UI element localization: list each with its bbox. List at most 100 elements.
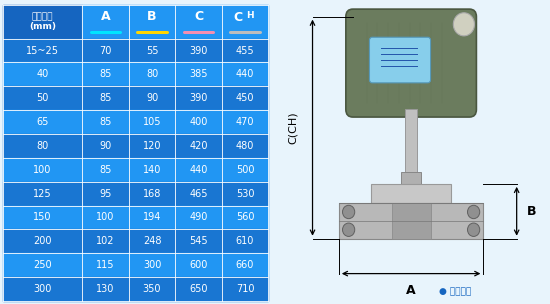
Circle shape	[468, 205, 480, 219]
Bar	[402, 172, 421, 184]
Text: 85: 85	[100, 117, 112, 127]
Text: 500: 500	[236, 165, 254, 175]
Text: 248: 248	[143, 236, 161, 246]
Text: 85: 85	[100, 165, 112, 175]
Text: 440: 440	[189, 165, 208, 175]
Text: 385: 385	[189, 69, 208, 79]
Text: 90: 90	[146, 93, 158, 103]
Bar	[3, 277, 82, 301]
Bar	[129, 86, 175, 110]
Bar	[175, 182, 222, 206]
Text: B: B	[147, 10, 157, 23]
Text: 194: 194	[143, 212, 161, 223]
Text: 440: 440	[236, 69, 254, 79]
Bar	[175, 230, 222, 253]
Text: 450: 450	[236, 93, 254, 103]
Bar	[82, 86, 129, 110]
Bar	[222, 277, 268, 301]
FancyBboxPatch shape	[370, 37, 431, 83]
Bar	[175, 63, 222, 86]
Bar	[129, 253, 175, 277]
Text: 480: 480	[236, 141, 254, 151]
Text: 120: 120	[143, 141, 161, 151]
Bar	[3, 206, 82, 230]
Text: 115: 115	[96, 260, 115, 270]
Bar	[222, 86, 268, 110]
Bar	[222, 253, 268, 277]
Text: H: H	[246, 11, 254, 20]
Bar	[222, 134, 268, 158]
Text: 545: 545	[189, 236, 208, 246]
Circle shape	[468, 223, 480, 237]
Text: 390: 390	[189, 46, 208, 56]
Text: 85: 85	[100, 69, 112, 79]
Text: 95: 95	[100, 189, 112, 199]
Text: 80: 80	[36, 141, 48, 151]
Bar	[129, 39, 175, 63]
Bar	[82, 158, 129, 182]
Bar	[405, 109, 417, 172]
Bar	[129, 158, 175, 182]
Text: A: A	[406, 284, 416, 297]
Text: 15~25: 15~25	[26, 46, 59, 56]
Bar	[129, 134, 175, 158]
Text: 168: 168	[143, 189, 161, 199]
Bar	[82, 253, 129, 277]
Text: 仪表口径
(mm): 仪表口径 (mm)	[29, 12, 56, 31]
Bar	[175, 39, 222, 63]
Bar	[82, 134, 129, 158]
Bar	[3, 39, 82, 63]
Text: 455: 455	[235, 46, 254, 56]
Bar	[129, 5, 175, 39]
Text: 55: 55	[146, 46, 158, 56]
Text: 465: 465	[189, 189, 208, 199]
Bar	[3, 182, 82, 206]
Bar	[175, 86, 222, 110]
Bar	[129, 277, 175, 301]
Text: C: C	[234, 11, 243, 24]
Text: 350: 350	[143, 284, 161, 294]
Bar	[129, 63, 175, 86]
Bar	[129, 206, 175, 230]
Text: 140: 140	[143, 165, 161, 175]
Text: C(CH): C(CH)	[288, 111, 298, 144]
Text: 560: 560	[236, 212, 254, 223]
Bar	[371, 184, 451, 203]
Bar	[129, 182, 175, 206]
Bar	[82, 277, 129, 301]
Bar	[82, 5, 129, 39]
FancyBboxPatch shape	[346, 9, 476, 117]
Bar	[392, 203, 431, 239]
Bar	[222, 230, 268, 253]
Bar	[82, 63, 129, 86]
Bar	[175, 110, 222, 134]
Text: 85: 85	[100, 93, 112, 103]
Text: 100: 100	[34, 165, 52, 175]
Circle shape	[343, 205, 355, 219]
Bar	[222, 110, 268, 134]
Text: 400: 400	[189, 117, 208, 127]
Bar	[82, 206, 129, 230]
Bar	[82, 110, 129, 134]
Text: 660: 660	[236, 260, 254, 270]
Text: 125: 125	[33, 189, 52, 199]
Bar	[175, 277, 222, 301]
Text: 90: 90	[100, 141, 112, 151]
Bar	[175, 158, 222, 182]
Text: 650: 650	[189, 284, 208, 294]
Bar	[3, 110, 82, 134]
Bar	[3, 134, 82, 158]
Text: C: C	[194, 10, 203, 23]
Text: 130: 130	[96, 284, 115, 294]
Bar	[3, 86, 82, 110]
Text: A: A	[101, 10, 111, 23]
Bar	[3, 5, 82, 39]
Text: 390: 390	[189, 93, 208, 103]
Text: 200: 200	[34, 236, 52, 246]
Text: B: B	[527, 205, 537, 218]
Bar	[222, 206, 268, 230]
Text: 40: 40	[36, 69, 48, 79]
Bar	[3, 158, 82, 182]
Text: 490: 490	[189, 212, 208, 223]
Bar	[175, 134, 222, 158]
